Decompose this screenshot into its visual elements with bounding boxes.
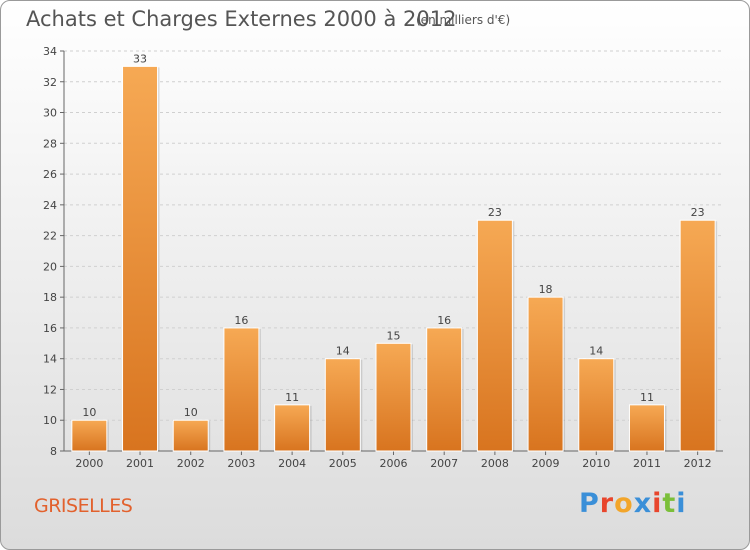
x-tick-label: 2012 bbox=[684, 457, 712, 470]
bar-value-label: 15 bbox=[387, 329, 401, 342]
bar bbox=[527, 296, 564, 452]
bar-value-label: 11 bbox=[285, 391, 299, 404]
y-tick-label: 12 bbox=[43, 383, 57, 396]
bar bbox=[122, 65, 159, 452]
bar bbox=[324, 358, 361, 452]
y-tick-label: 24 bbox=[43, 199, 57, 212]
x-tick-label: 2002 bbox=[177, 457, 205, 470]
bar bbox=[426, 327, 463, 452]
logo-letter: i bbox=[676, 488, 687, 519]
bar bbox=[172, 419, 209, 452]
bar-value-label: 11 bbox=[640, 391, 654, 404]
logo-letter: P bbox=[579, 488, 600, 519]
x-tick-label: 2006 bbox=[380, 457, 408, 470]
y-tick-label: 18 bbox=[43, 291, 57, 304]
bar bbox=[628, 404, 665, 452]
x-tick-label: 2005 bbox=[329, 457, 357, 470]
x-tick-label: 2009 bbox=[532, 457, 560, 470]
logo-letter: t bbox=[662, 488, 677, 519]
y-tick-label: 16 bbox=[43, 322, 57, 335]
y-tick-label: 34 bbox=[43, 45, 57, 58]
y-tick-label: 28 bbox=[43, 137, 57, 150]
bar-value-label: 14 bbox=[589, 345, 603, 358]
commune-name: GRISELLES bbox=[34, 495, 133, 517]
proxiti-logo[interactable]: Proxiti bbox=[579, 488, 687, 519]
y-tick-label: 20 bbox=[43, 260, 57, 273]
x-tick-label: 2010 bbox=[582, 457, 610, 470]
x-tick-label: 2008 bbox=[481, 457, 509, 470]
x-tick-label: 2007 bbox=[430, 457, 458, 470]
y-tick-label: 10 bbox=[43, 414, 57, 427]
bar bbox=[274, 404, 311, 452]
bar-value-label: 23 bbox=[691, 206, 705, 219]
y-tick-label: 14 bbox=[43, 353, 57, 366]
bar-value-label: 18 bbox=[539, 283, 553, 296]
bar-value-label: 16 bbox=[437, 314, 451, 327]
x-tick-label: 2001 bbox=[126, 457, 154, 470]
logo-letter: o bbox=[614, 488, 634, 519]
x-tick-label: 2011 bbox=[633, 457, 661, 470]
y-tick-label: 22 bbox=[43, 230, 57, 243]
bar-value-label: 23 bbox=[488, 206, 502, 219]
y-tick-label: 26 bbox=[43, 168, 57, 181]
x-tick-label: 2000 bbox=[75, 457, 103, 470]
bar-value-label: 10 bbox=[184, 406, 198, 419]
logo-letter: i bbox=[652, 488, 663, 519]
bar bbox=[375, 342, 412, 452]
y-tick-label: 32 bbox=[43, 76, 57, 89]
bar-value-label: 10 bbox=[82, 406, 96, 419]
bar-value-label: 14 bbox=[336, 345, 350, 358]
x-tick-label: 2003 bbox=[227, 457, 255, 470]
bar bbox=[223, 327, 260, 452]
bar-value-label: 33 bbox=[133, 52, 147, 65]
bar bbox=[71, 419, 108, 452]
chart-subtitle: (en milliers d'€) bbox=[416, 13, 511, 27]
bar-value-label: 16 bbox=[234, 314, 248, 327]
logo-letter: r bbox=[599, 488, 615, 519]
x-tick-label: 2004 bbox=[278, 457, 306, 470]
bar bbox=[476, 219, 513, 452]
bar bbox=[679, 219, 716, 452]
y-tick-label: 30 bbox=[43, 107, 57, 120]
chart-title: Achats et Charges Externes 2000 à 2012 bbox=[26, 7, 457, 31]
logo-letter: x bbox=[633, 488, 653, 519]
y-tick-label: 8 bbox=[50, 445, 57, 458]
bar bbox=[578, 358, 615, 452]
